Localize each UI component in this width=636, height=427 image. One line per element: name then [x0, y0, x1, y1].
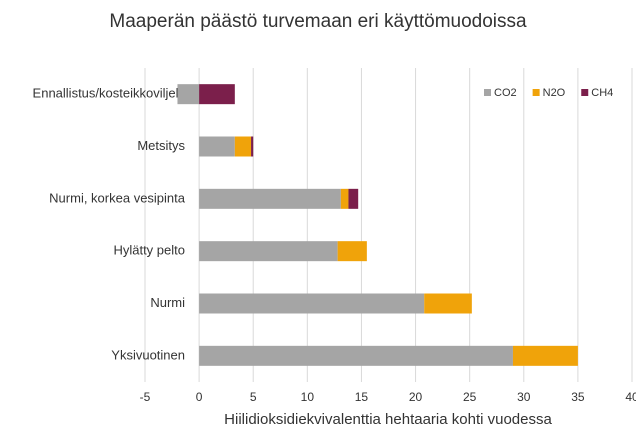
- x-tick-label: 30: [517, 390, 531, 404]
- x-tick-label: 15: [355, 390, 369, 404]
- y-tick-label: Yksivuotinen: [111, 347, 185, 362]
- bar-segment: [199, 136, 235, 157]
- y-tick-label: Nurmi: [150, 295, 185, 310]
- x-axis-title: Hiilidioksidiekvivalenttia hehtaaria koh…: [224, 411, 552, 427]
- y-tick-label: Ennallistus/kosteikkoviljely: [33, 86, 186, 101]
- bar-segment: [234, 136, 252, 157]
- bar-segment: [199, 188, 341, 209]
- bar-segment: [340, 188, 349, 209]
- x-tick-label: 40: [625, 390, 636, 404]
- bar-segment: [177, 84, 200, 105]
- legend-label: CO2: [494, 87, 517, 99]
- bar-segment: [348, 188, 359, 209]
- x-tick-label: 20: [409, 390, 423, 404]
- bar-segment: [199, 241, 338, 262]
- legend-label: N2O: [543, 87, 566, 99]
- chart-title: Maaperän päästö turvemaan eri käyttömuod…: [109, 11, 527, 32]
- legend-swatch: [484, 89, 491, 96]
- y-tick-label: Metsitys: [137, 138, 185, 153]
- x-tick-label: 35: [571, 390, 585, 404]
- bar-segment: [199, 345, 513, 366]
- bar-segment: [512, 345, 578, 366]
- x-tick-label: 25: [463, 390, 477, 404]
- legend-swatch: [581, 89, 589, 96]
- x-tick-label: 0: [196, 390, 203, 404]
- bar-segment: [199, 84, 235, 105]
- bar-segment: [337, 241, 367, 262]
- x-tick-label: 10: [301, 390, 315, 404]
- legend-label: CH4: [591, 87, 613, 99]
- x-tick-label: 5: [250, 390, 257, 404]
- legend-swatch: [532, 89, 540, 96]
- y-tick-label: Nurmi, korkea vesipinta: [49, 190, 186, 205]
- x-tick-label: -5: [140, 390, 151, 404]
- bar-segment: [251, 136, 254, 157]
- bar-segment: [199, 293, 425, 314]
- y-tick-label: Hylätty pelto: [113, 243, 185, 258]
- bar-segment: [424, 293, 472, 314]
